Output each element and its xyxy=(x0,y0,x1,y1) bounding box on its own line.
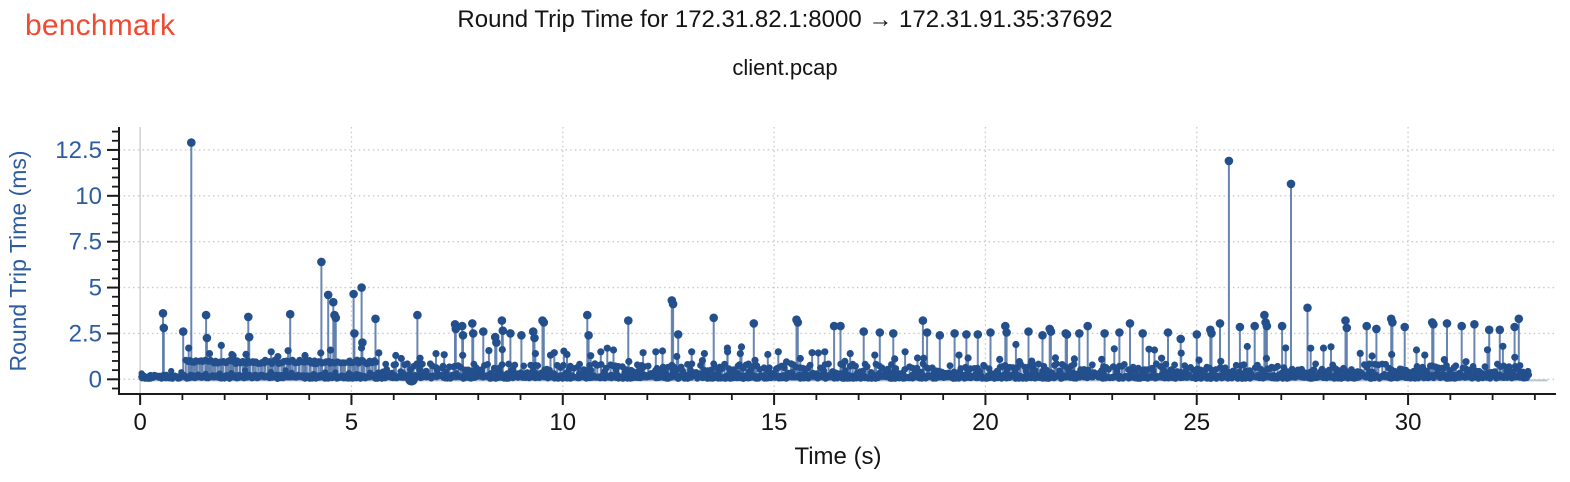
svg-text:0: 0 xyxy=(89,366,102,393)
plot-subtitle: client.pcap xyxy=(732,55,838,80)
plot-title: Round Trip Time for 172.31.82.1:8000 → 1… xyxy=(457,6,1113,33)
x-axis-label: Time (s) xyxy=(794,443,881,470)
svg-text:2.5: 2.5 xyxy=(69,320,102,347)
y-axis-label: Round Trip Time (ms) xyxy=(5,150,31,371)
svg-text:7.5: 7.5 xyxy=(69,229,102,256)
svg-text:0: 0 xyxy=(133,409,146,436)
svg-text:20: 20 xyxy=(972,409,999,436)
svg-text:25: 25 xyxy=(1183,409,1210,436)
svg-text:10: 10 xyxy=(549,409,576,436)
svg-text:5: 5 xyxy=(89,275,102,302)
svg-text:30: 30 xyxy=(1395,409,1422,436)
rtt-series xyxy=(138,138,1548,386)
svg-text:5: 5 xyxy=(345,409,358,436)
svg-text:15: 15 xyxy=(761,409,788,436)
svg-text:10: 10 xyxy=(75,183,102,210)
axis-layer: 0 5 10 15 20 25 30 0 2.5 5 7.5 10 12.5 xyxy=(55,127,1556,436)
svg-text:12.5: 12.5 xyxy=(55,137,102,164)
grid-layer xyxy=(119,127,1556,394)
benchmark-logo: benchmark xyxy=(25,9,176,42)
